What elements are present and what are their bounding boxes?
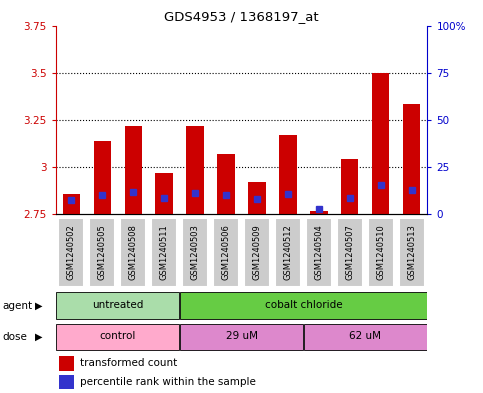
- Text: GSM1240504: GSM1240504: [314, 225, 324, 280]
- FancyBboxPatch shape: [180, 324, 303, 350]
- Bar: [186, 125, 203, 214]
- FancyBboxPatch shape: [275, 218, 301, 287]
- FancyBboxPatch shape: [337, 218, 363, 287]
- Text: 29 uM: 29 uM: [226, 331, 257, 342]
- Text: untreated: untreated: [92, 300, 143, 310]
- Bar: [217, 154, 235, 214]
- FancyBboxPatch shape: [151, 218, 177, 287]
- Bar: [311, 211, 327, 214]
- Text: cobalt chloride: cobalt chloride: [265, 300, 342, 310]
- Bar: [94, 141, 111, 214]
- FancyBboxPatch shape: [57, 292, 179, 319]
- Bar: [125, 125, 142, 214]
- Text: GSM1240513: GSM1240513: [408, 224, 416, 281]
- Text: agent: agent: [2, 301, 32, 310]
- Bar: [62, 195, 80, 214]
- Text: GSM1240503: GSM1240503: [190, 224, 199, 281]
- Text: percentile rank within the sample: percentile rank within the sample: [80, 377, 256, 387]
- Text: GSM1240505: GSM1240505: [98, 225, 107, 280]
- Text: control: control: [99, 331, 136, 342]
- Text: GSM1240508: GSM1240508: [128, 224, 138, 281]
- FancyBboxPatch shape: [213, 218, 239, 287]
- Text: GSM1240507: GSM1240507: [345, 224, 355, 281]
- Bar: [248, 182, 266, 214]
- FancyBboxPatch shape: [304, 324, 426, 350]
- Text: GSM1240506: GSM1240506: [222, 224, 230, 281]
- FancyBboxPatch shape: [368, 218, 394, 287]
- Text: GSM1240512: GSM1240512: [284, 225, 293, 280]
- Bar: [59, 356, 74, 371]
- Text: GSM1240510: GSM1240510: [376, 225, 385, 280]
- Text: GSM1240502: GSM1240502: [67, 225, 75, 280]
- Text: GSM1240509: GSM1240509: [253, 225, 261, 280]
- FancyBboxPatch shape: [89, 218, 115, 287]
- Text: ▶: ▶: [35, 332, 43, 342]
- Bar: [341, 160, 358, 214]
- FancyBboxPatch shape: [306, 218, 332, 287]
- Text: GDS4953 / 1368197_at: GDS4953 / 1368197_at: [164, 10, 319, 23]
- FancyBboxPatch shape: [57, 324, 179, 350]
- Bar: [156, 173, 172, 214]
- FancyBboxPatch shape: [244, 218, 270, 287]
- Bar: [280, 135, 297, 214]
- Bar: [403, 104, 421, 214]
- Text: 62 uM: 62 uM: [350, 331, 382, 342]
- Bar: [59, 375, 74, 389]
- Text: transformed count: transformed count: [80, 358, 177, 368]
- FancyBboxPatch shape: [120, 218, 146, 287]
- FancyBboxPatch shape: [58, 218, 84, 287]
- Text: dose: dose: [2, 332, 28, 342]
- Bar: [372, 73, 389, 214]
- FancyBboxPatch shape: [180, 292, 426, 319]
- Text: ▶: ▶: [35, 301, 43, 310]
- Text: GSM1240511: GSM1240511: [159, 225, 169, 280]
- FancyBboxPatch shape: [182, 218, 208, 287]
- FancyBboxPatch shape: [399, 218, 425, 287]
